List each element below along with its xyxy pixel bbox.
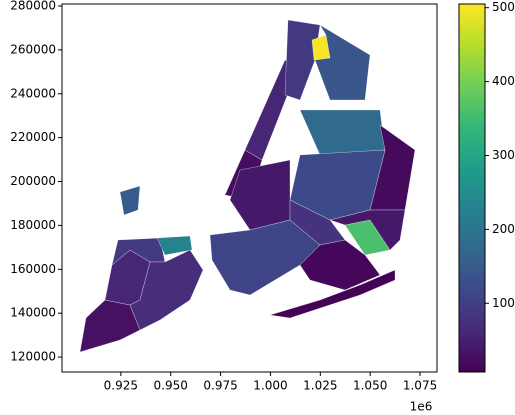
colorbar bbox=[458, 3, 486, 373]
y-tick-label: 220000 bbox=[10, 130, 56, 144]
y-tick-label: 280000 bbox=[10, 0, 56, 12]
colorbar-tick-label: 500 bbox=[492, 0, 515, 14]
x-tick-label: 1.050 bbox=[353, 379, 387, 393]
region bbox=[329, 209, 406, 251]
x-offset-label: 1e6 bbox=[410, 400, 433, 414]
y-tick-label: 180000 bbox=[10, 218, 56, 232]
x-tick-label: 1.000 bbox=[253, 379, 287, 393]
y-tick-label: 260000 bbox=[10, 42, 56, 56]
x-tick-label: 0.950 bbox=[154, 379, 188, 393]
y-tick-label: 200000 bbox=[10, 174, 56, 188]
y-tick-label: 240000 bbox=[10, 86, 56, 100]
colorbar-tick-label: 100 bbox=[492, 296, 515, 310]
region bbox=[314, 24, 371, 101]
y-tick-label: 120000 bbox=[10, 350, 56, 364]
region bbox=[129, 249, 204, 331]
colorbar-tick-label: 300 bbox=[492, 148, 515, 162]
y-tick-label: 160000 bbox=[10, 262, 56, 276]
region bbox=[156, 235, 193, 256]
x-tick-label: 1.025 bbox=[303, 379, 337, 393]
y-tick-label: 140000 bbox=[10, 306, 56, 320]
x-tick-label: 0.925 bbox=[104, 379, 138, 393]
colorbar-tick-label: 400 bbox=[492, 74, 515, 88]
colorbar-tick-label: 200 bbox=[492, 222, 515, 236]
map bbox=[79, 19, 416, 353]
region bbox=[269, 269, 396, 319]
x-tick-label: 1.075 bbox=[403, 379, 437, 393]
x-tick-label: 0.975 bbox=[203, 379, 237, 393]
region bbox=[284, 19, 321, 101]
region bbox=[299, 239, 381, 291]
region bbox=[119, 185, 141, 216]
